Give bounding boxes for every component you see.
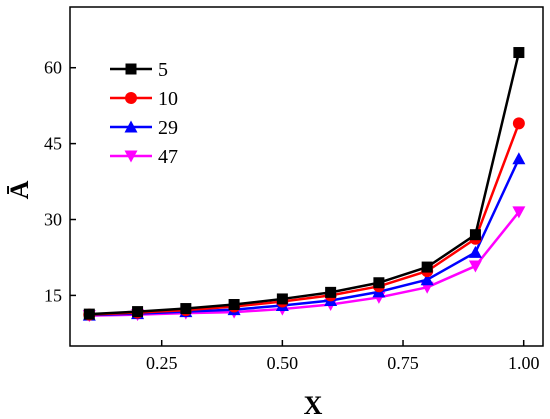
series-5	[83, 47, 525, 320]
legend-item-29: 29	[110, 117, 178, 139]
y-tick-label: 45	[44, 134, 62, 154]
legend-item-5: 5	[110, 59, 168, 81]
legend-label: 5	[158, 59, 168, 81]
data-point-5	[373, 277, 385, 289]
legend-item-10: 10	[110, 88, 178, 110]
data-point-5	[132, 306, 144, 318]
data-point-29	[420, 273, 434, 286]
x-tick-label: 0.25	[146, 353, 178, 373]
legend-label: 29	[158, 117, 178, 139]
data-point-5	[228, 299, 240, 311]
y-tick-label: 30	[44, 210, 62, 230]
data-point-47	[512, 206, 526, 219]
y-tick-label: 15	[44, 285, 62, 305]
data-point-29	[512, 152, 526, 165]
data-point-5	[83, 308, 95, 320]
data-point-5	[469, 229, 481, 241]
legend: 5 10 29 47	[110, 59, 178, 168]
x-tick-label: 0.50	[267, 353, 299, 373]
y-tick-label: 60	[44, 58, 62, 78]
legend-marker	[124, 150, 138, 163]
data-point-47	[468, 260, 482, 273]
tick-layer: 0.25 0.50 0.75 1.00 15 30 45 60	[44, 58, 539, 373]
legend-marker	[124, 120, 138, 133]
data-point-5	[421, 261, 433, 273]
data-point-10	[512, 117, 525, 130]
series-line-5	[89, 52, 521, 316]
legend-label: 47	[158, 146, 178, 168]
series-line-10	[89, 122, 521, 316]
x-tick-label: 0.75	[387, 353, 419, 373]
legend-marker	[125, 92, 137, 104]
plot-layer	[82, 47, 526, 323]
data-point-5	[276, 293, 288, 305]
legend-marker	[125, 63, 137, 75]
series-line-29	[89, 158, 521, 317]
series-47	[82, 206, 526, 323]
legend-item-47: 47	[110, 146, 178, 168]
data-point-5	[325, 286, 337, 298]
data-point-5	[513, 47, 525, 59]
plot-frame	[69, 6, 544, 347]
legend-label: 10	[158, 88, 178, 110]
data-point-29	[468, 245, 482, 258]
series-10	[83, 117, 525, 321]
y-axis-title: Ā	[5, 180, 34, 199]
x-tick-label: 1.00	[508, 353, 540, 373]
data-point-5	[180, 303, 192, 315]
x-axis-title: X	[304, 391, 323, 419]
series-line-47	[89, 211, 520, 317]
